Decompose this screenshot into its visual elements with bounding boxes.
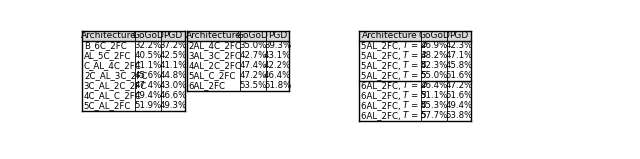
Text: B_6C_2FC: B_6C_2FC [84, 41, 127, 50]
Text: 45.6%: 45.6% [134, 71, 162, 80]
Text: 46.4%: 46.4% [264, 71, 291, 80]
Text: T = 4: T = 4 [403, 61, 426, 70]
Text: 6AL_2FC: 6AL_2FC [189, 81, 225, 90]
Text: 2AL_4C_2FC: 2AL_4C_2FC [189, 41, 241, 50]
Text: 49.4%: 49.4% [134, 91, 162, 100]
Text: 3C_AL_2C_2FC: 3C_AL_2C_2FC [84, 81, 147, 90]
Text: PGD: PGD [163, 31, 182, 40]
Text: 48.2%: 48.2% [420, 51, 448, 60]
Text: GoGoD: GoGoD [237, 31, 269, 40]
Text: T = 2: T = 2 [403, 81, 426, 90]
Text: 51.9%: 51.9% [134, 101, 162, 110]
Text: 51.8%: 51.8% [264, 81, 291, 90]
Text: 41.1%: 41.1% [134, 61, 162, 70]
Text: T = 5: T = 5 [403, 111, 426, 120]
Text: Architecture: Architecture [186, 31, 241, 40]
Text: Architecture: Architecture [81, 31, 136, 40]
Text: 4AL_2C_2FC: 4AL_2C_2FC [189, 61, 241, 70]
Text: 42.7%: 42.7% [239, 51, 266, 60]
Text: 5AL_C_2FC: 5AL_C_2FC [189, 71, 236, 80]
Text: 55.0%: 55.0% [420, 71, 448, 80]
Text: 52.3%: 52.3% [420, 61, 448, 70]
Text: 41.1%: 41.1% [159, 61, 187, 70]
Text: Architecture: Architecture [362, 31, 418, 40]
Text: PGD: PGD [449, 31, 468, 40]
Text: 5AL_2FC,: 5AL_2FC, [360, 51, 403, 60]
Text: 4C_AL_C_2FC: 4C_AL_C_2FC [84, 91, 141, 100]
Text: 46.4%: 46.4% [420, 81, 448, 90]
Text: 51.6%: 51.6% [445, 91, 473, 100]
Text: 42.2%: 42.2% [264, 61, 291, 70]
Text: 6AL_2FC,: 6AL_2FC, [360, 91, 403, 100]
Text: 47.2%: 47.2% [239, 71, 266, 80]
Text: 47.1%: 47.1% [445, 51, 473, 60]
Text: 53.8%: 53.8% [445, 111, 473, 120]
Bar [83, 31, 184, 41]
Text: 6AL_2FC,: 6AL_2FC, [360, 111, 403, 120]
Text: T = 2: T = 2 [403, 41, 426, 50]
Bar [359, 31, 470, 41]
Text: 43.0%: 43.0% [159, 81, 187, 90]
Text: 42.5%: 42.5% [159, 51, 187, 60]
Text: 5AL_2FC,: 5AL_2FC, [360, 61, 403, 70]
Text: 51.1%: 51.1% [420, 91, 448, 100]
Text: 2C_AL_3C_2FC: 2C_AL_3C_2FC [84, 71, 147, 80]
Text: 45.8%: 45.8% [445, 61, 473, 70]
Text: 55.3%: 55.3% [420, 101, 448, 110]
Text: 49.3%: 49.3% [159, 101, 187, 110]
Text: GoGoD: GoGoD [418, 31, 450, 40]
Text: 43.1%: 43.1% [264, 51, 291, 60]
Text: 5AL_2FC,: 5AL_2FC, [360, 71, 403, 80]
Text: 35.0%: 35.0% [239, 41, 266, 50]
Text: 37.2%: 37.2% [159, 41, 187, 50]
Text: 47.2%: 47.2% [445, 81, 473, 90]
Text: 6AL_2FC,: 6AL_2FC, [360, 101, 403, 110]
Text: T = 4: T = 4 [403, 101, 426, 110]
Text: 3AL_3C_2FC: 3AL_3C_2FC [189, 51, 241, 60]
Text: PGD: PGD [268, 31, 287, 40]
Text: 47.4%: 47.4% [134, 81, 162, 90]
Text: 5C_AL_2FC: 5C_AL_2FC [84, 101, 131, 110]
Text: T = 5: T = 5 [403, 71, 426, 80]
Text: 44.8%: 44.8% [159, 71, 187, 80]
Text: 51.6%: 51.6% [445, 71, 473, 80]
Text: 40.5%: 40.5% [134, 51, 162, 60]
Text: 57.7%: 57.7% [420, 111, 448, 120]
Text: 32.2%: 32.2% [134, 41, 162, 50]
Text: 47.4%: 47.4% [239, 61, 266, 70]
Text: T = 3: T = 3 [403, 51, 426, 60]
Text: 6AL_2FC,: 6AL_2FC, [360, 81, 403, 90]
Text: 46.6%: 46.6% [159, 91, 187, 100]
Text: C_AL_4C_2FC: C_AL_4C_2FC [84, 61, 141, 70]
Text: AL_5C_2FC: AL_5C_2FC [84, 51, 131, 60]
Bar [187, 31, 289, 41]
Text: 49.4%: 49.4% [445, 101, 472, 110]
Text: 53.5%: 53.5% [239, 81, 266, 90]
Text: GoGoD: GoGoD [132, 31, 164, 40]
Text: 39.3%: 39.3% [264, 41, 291, 50]
Text: T = 3: T = 3 [403, 91, 426, 100]
Text: 42.3%: 42.3% [445, 41, 473, 50]
Text: 46.9%: 46.9% [420, 41, 448, 50]
Text: 5AL_2FC,: 5AL_2FC, [360, 41, 403, 50]
